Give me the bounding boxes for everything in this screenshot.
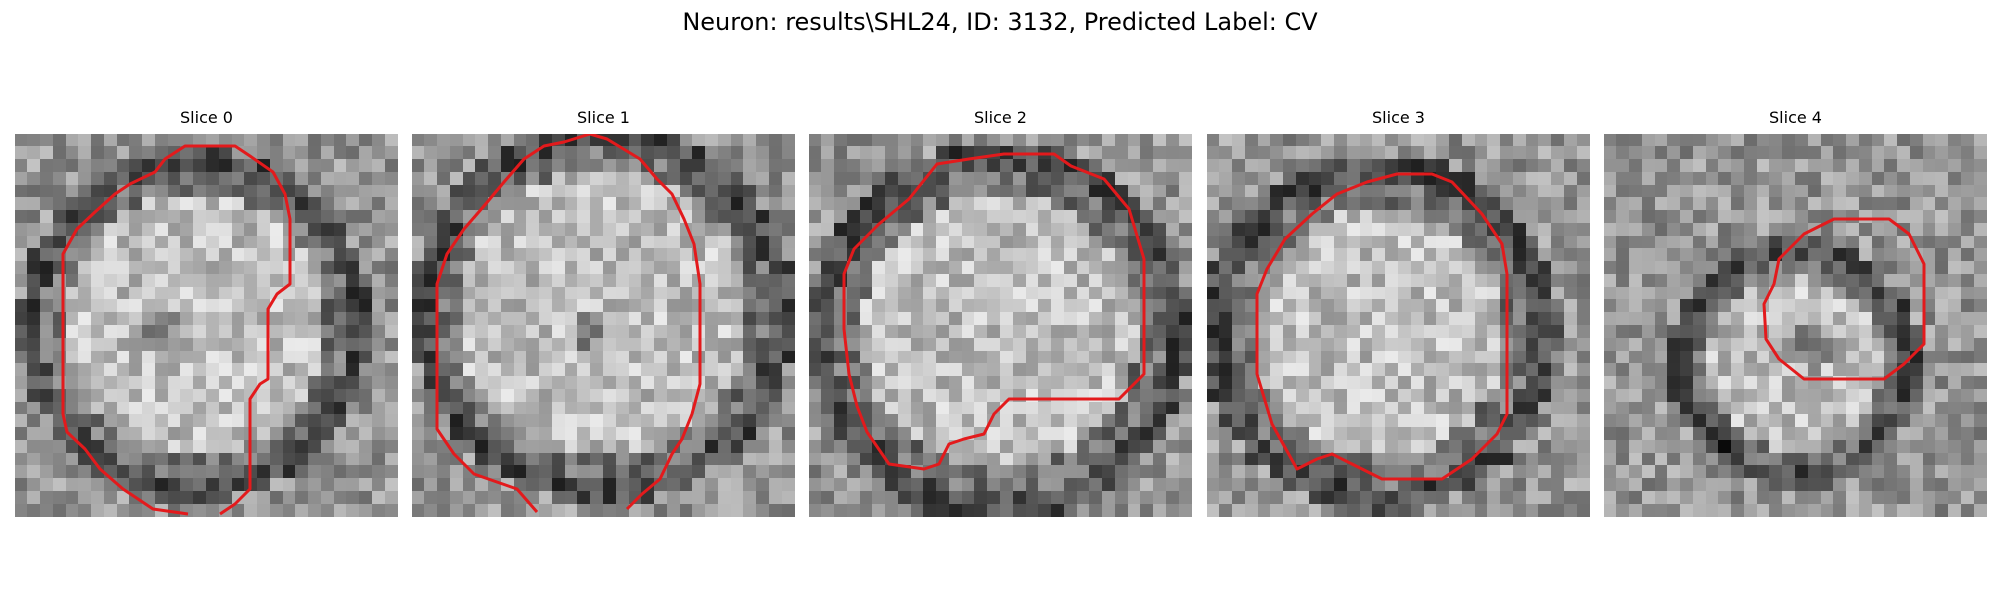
slice-image [1207, 134, 1590, 517]
contour-line [1255, 172, 1509, 481]
slice-title: Slice 1 [577, 108, 630, 127]
slice-image-frame [1604, 134, 1987, 517]
slice-title: Slice 0 [180, 108, 233, 127]
slice-panel-1: Slice 1 [412, 108, 795, 517]
slice-image-frame [1207, 134, 1590, 517]
slice-image [809, 134, 1192, 517]
contour-line [61, 144, 292, 516]
slice-image-frame [15, 134, 398, 517]
slice-panel-4: Slice 4 [1604, 108, 1987, 517]
segmentation-contour [61, 144, 292, 516]
slice-title: Slice 4 [1769, 108, 1822, 127]
contour-line [435, 134, 702, 513]
slice-image-frame [809, 134, 1192, 517]
contour-line [842, 152, 1146, 471]
segmentation-contour [1762, 217, 1926, 381]
segmentation-contour [842, 152, 1146, 471]
slice-panel-2: Slice 2 [809, 108, 1192, 517]
slice-title: Slice 3 [1372, 108, 1425, 127]
slice-image-frame [412, 134, 795, 517]
slice-title: Slice 2 [974, 108, 1027, 127]
slice-image [15, 134, 398, 517]
segmentation-contour [435, 134, 702, 513]
slice-image [412, 134, 795, 517]
segmentation-contour [1255, 172, 1509, 481]
figure-title: Neuron: results\SHL24, ID: 3132, Predict… [682, 8, 1318, 36]
slice-panel-3: Slice 3 [1207, 108, 1590, 517]
slice-panel-0: Slice 0 [15, 108, 398, 517]
contour-line [1762, 217, 1926, 381]
